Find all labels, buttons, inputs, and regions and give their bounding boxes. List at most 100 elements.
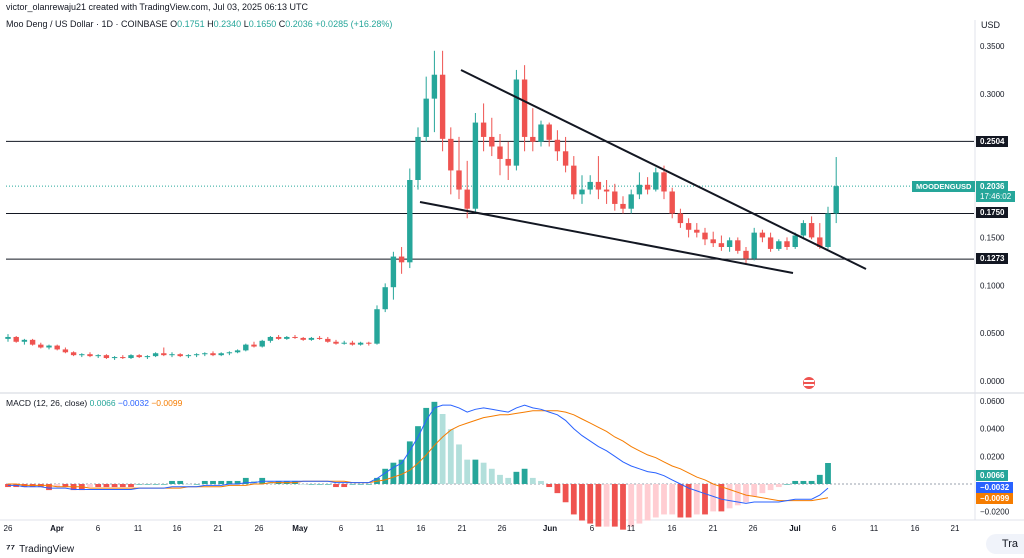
candle-body [751, 232, 757, 259]
us-flag-stripe [804, 380, 814, 382]
price-tick-label: 0.0500 [980, 329, 1005, 338]
price-axis: 0.35000.30000.25000.20000.15000.10000.05… [980, 42, 1010, 517]
macd-histogram-bar [603, 484, 610, 527]
open-value: 0.1751 [177, 19, 205, 29]
macd-histogram-bar [382, 468, 389, 484]
macd-tick-label: 0.0200 [980, 452, 1005, 461]
macd-histogram-bar [390, 462, 397, 484]
candle-body [407, 180, 413, 263]
macd-histogram-bar [242, 477, 249, 484]
macd-histogram-bar [415, 426, 421, 484]
macd-line-tag: −0.0032 [976, 482, 1014, 493]
macd-histogram-bar [439, 414, 446, 484]
candle-body [38, 344, 44, 348]
candle-body [661, 172, 667, 192]
candle-body [628, 194, 634, 209]
macd-histogram-bar [677, 484, 684, 518]
macd-histogram-bar [144, 484, 151, 485]
candle-body [497, 146, 503, 159]
time-tick-label: 16 [417, 524, 426, 533]
macd-tick-label: 0.0400 [980, 425, 1005, 434]
tradingview-footer[interactable]: ⁷⁷ TradingView [6, 543, 74, 555]
candle-body [169, 354, 175, 356]
currency-label: USD [980, 20, 1000, 30]
macd-histogram-bar [775, 484, 782, 488]
macd-histogram-bar [497, 474, 503, 484]
level-tag-0.2504: 0.2504 [976, 136, 1009, 147]
candle-body [448, 138, 454, 171]
price-tick-label: 0.1000 [980, 281, 1005, 290]
candle-body [316, 337, 323, 339]
time-tick-label: 16 [668, 524, 677, 533]
time-tick-label: 21 [458, 524, 467, 533]
time-tick-label: 21 [214, 524, 223, 533]
candle-body [571, 165, 577, 195]
candle-body [694, 229, 700, 233]
macd-histogram-bar [579, 484, 585, 521]
candle-body [685, 223, 692, 230]
candle-body [161, 353, 167, 356]
candle-body [185, 355, 192, 357]
us-flag-icon [803, 377, 815, 389]
change-value: +0.0285 (+16.28%) [315, 19, 393, 29]
level-tag-0.1750: 0.1750 [976, 207, 1009, 218]
high-label: H [207, 19, 214, 29]
candle-body [415, 136, 421, 180]
candle-body [300, 337, 306, 340]
candle-body [759, 232, 766, 238]
symbol-title: Moo Deng / US Dollar · 1D · COINBASE [6, 19, 168, 29]
low-label: L [243, 19, 249, 29]
macd-histogram-bar [808, 480, 815, 484]
macd-histogram-bar [95, 484, 102, 488]
macd-histogram-bar [349, 484, 356, 485]
time-tick-label: 6 [96, 524, 101, 533]
trade-button[interactable]: Tra [985, 534, 1024, 554]
macd-histogram-bar [505, 477, 512, 484]
candle-body [718, 243, 725, 247]
macd-histogram-bar [726, 484, 733, 509]
macd-histogram-bar [521, 468, 528, 484]
open-label: O [170, 19, 178, 29]
trendlines [419, 69, 867, 274]
candle-body [193, 354, 200, 356]
macd-histogram-bar [669, 484, 676, 515]
macd-histogram-bar [87, 484, 93, 488]
candle-body [210, 353, 216, 356]
macd-signal-tag: −0.0099 [976, 493, 1014, 504]
candle-body [382, 287, 388, 310]
candle-body [349, 342, 356, 345]
candle-body [653, 172, 659, 190]
macd-histogram-bar [513, 471, 520, 484]
candle-body [103, 355, 110, 359]
candle-body [505, 158, 511, 166]
macd-histogram-bar [661, 484, 667, 515]
macd-histogram-bar [734, 484, 741, 506]
macd-histogram-bar [562, 484, 569, 503]
time-tick-label: 26 [4, 524, 13, 533]
level-tag-0.1273: 0.1273 [976, 253, 1009, 264]
candle-body [29, 339, 36, 345]
candle-body [767, 237, 774, 249]
macd-histogram-bar [365, 484, 372, 485]
candle-body [144, 356, 151, 358]
tradingview-brand: TradingView [19, 543, 75, 555]
candle-body [398, 256, 405, 263]
candle-body [128, 355, 134, 359]
macd-histogram-bar [398, 459, 405, 484]
price-tick-label: 0.0000 [980, 377, 1005, 386]
lower-trendline [419, 201, 794, 274]
candle-body [308, 337, 315, 340]
candle-body [177, 354, 183, 357]
candle-body [546, 124, 552, 140]
macd-histogram-bar [816, 474, 823, 484]
macd-histogram-bar [710, 484, 717, 512]
candle-body [284, 336, 290, 339]
macd-line-value: −0.0032 [118, 398, 149, 408]
time-tick-label: 26 [255, 524, 264, 533]
macd-histogram-bar [702, 484, 708, 515]
candle-body [513, 79, 520, 166]
macd-histogram-bar [587, 484, 594, 524]
candle-body [784, 241, 790, 247]
time-tick-label: Jul [789, 524, 801, 533]
